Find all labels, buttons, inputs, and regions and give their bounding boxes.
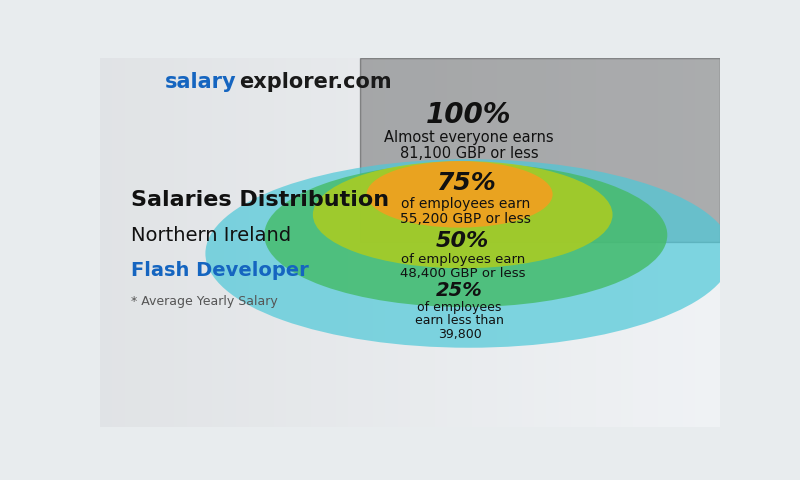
Bar bbox=[237, 58, 249, 427]
Bar bbox=[398, 58, 410, 427]
Text: Salaries Distribution: Salaries Distribution bbox=[131, 190, 389, 210]
Ellipse shape bbox=[206, 159, 733, 348]
Text: * Average Yearly Salary: * Average Yearly Salary bbox=[131, 295, 278, 308]
Text: 48,400 GBP or less: 48,400 GBP or less bbox=[400, 267, 526, 280]
Text: 55,200 GBP or less: 55,200 GBP or less bbox=[400, 213, 531, 227]
Bar bbox=[323, 58, 336, 427]
Bar bbox=[174, 58, 186, 427]
Bar bbox=[596, 58, 608, 427]
Bar bbox=[211, 58, 224, 427]
Bar bbox=[658, 58, 670, 427]
Bar bbox=[249, 58, 261, 427]
Bar bbox=[708, 58, 720, 427]
Bar bbox=[162, 58, 174, 427]
Bar bbox=[497, 58, 510, 427]
Bar bbox=[422, 58, 435, 427]
Text: of employees earn: of employees earn bbox=[401, 197, 530, 211]
Text: 25%: 25% bbox=[436, 281, 483, 300]
Bar bbox=[286, 58, 298, 427]
Bar bbox=[224, 58, 237, 427]
Bar bbox=[274, 58, 286, 427]
Bar bbox=[621, 58, 634, 427]
Bar bbox=[670, 58, 682, 427]
Bar bbox=[447, 58, 460, 427]
Bar bbox=[187, 58, 199, 427]
Bar bbox=[682, 58, 695, 427]
Bar bbox=[546, 58, 558, 427]
Ellipse shape bbox=[366, 161, 553, 228]
Bar bbox=[634, 58, 646, 427]
Text: explorer.com: explorer.com bbox=[239, 72, 392, 92]
Bar bbox=[298, 58, 310, 427]
Ellipse shape bbox=[313, 161, 613, 268]
FancyBboxPatch shape bbox=[360, 58, 720, 242]
Bar bbox=[373, 58, 386, 427]
Bar bbox=[199, 58, 211, 427]
Bar bbox=[262, 58, 274, 427]
Bar bbox=[646, 58, 658, 427]
Text: Almost everyone earns: Almost everyone earns bbox=[384, 130, 554, 144]
Bar bbox=[435, 58, 447, 427]
Bar bbox=[459, 58, 472, 427]
Bar bbox=[485, 58, 497, 427]
Bar bbox=[100, 58, 112, 427]
Text: 75%: 75% bbox=[436, 171, 496, 195]
Bar bbox=[138, 58, 150, 427]
Bar bbox=[472, 58, 485, 427]
Bar bbox=[571, 58, 584, 427]
Bar bbox=[410, 58, 422, 427]
Text: salary: salary bbox=[165, 72, 237, 92]
Bar bbox=[336, 58, 348, 427]
Text: Flash Developer: Flash Developer bbox=[131, 261, 309, 280]
Bar bbox=[534, 58, 546, 427]
Bar bbox=[360, 58, 373, 427]
Bar bbox=[510, 58, 522, 427]
Bar bbox=[558, 58, 571, 427]
Bar bbox=[348, 58, 361, 427]
Bar bbox=[386, 58, 398, 427]
Text: 50%: 50% bbox=[436, 230, 490, 251]
Text: earn less than: earn less than bbox=[415, 314, 504, 327]
Text: 100%: 100% bbox=[426, 101, 512, 129]
Text: of employees: of employees bbox=[418, 300, 502, 313]
Bar bbox=[125, 58, 138, 427]
Text: Northern Ireland: Northern Ireland bbox=[131, 226, 291, 244]
Bar bbox=[310, 58, 323, 427]
Ellipse shape bbox=[264, 163, 667, 307]
Bar bbox=[608, 58, 621, 427]
Bar bbox=[150, 58, 162, 427]
Bar bbox=[112, 58, 125, 427]
Text: 81,100 GBP or less: 81,100 GBP or less bbox=[399, 146, 538, 161]
Bar bbox=[584, 58, 596, 427]
Bar bbox=[522, 58, 534, 427]
Bar bbox=[695, 58, 707, 427]
Text: 39,800: 39,800 bbox=[438, 327, 482, 341]
Text: of employees earn: of employees earn bbox=[401, 252, 525, 265]
